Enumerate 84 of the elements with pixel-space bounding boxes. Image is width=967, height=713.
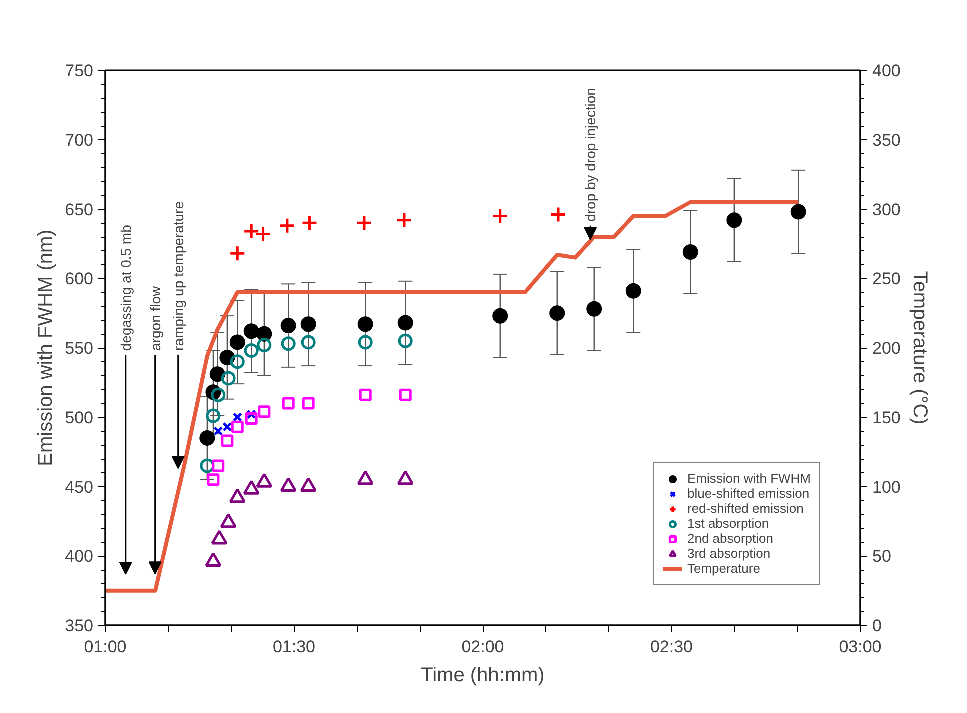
annotation: drop by drop injection: [582, 88, 599, 222]
legend-label: 3rd absorption: [687, 546, 771, 561]
point: [358, 316, 374, 332]
point: [221, 371, 236, 386]
point: [550, 306, 566, 322]
annotation: argon flow: [147, 285, 164, 351]
y-tick-label: 400: [65, 547, 94, 566]
point: [244, 324, 260, 340]
point: [231, 420, 244, 434]
y2-tick-label: 400: [872, 62, 901, 80]
point: [280, 318, 296, 334]
annotation: degassing at 0.5 mb: [118, 224, 134, 352]
y-tick-label: 700: [65, 130, 94, 150]
point: [211, 388, 226, 402]
y-tick-label: 600: [65, 270, 94, 289]
point: [229, 245, 246, 262]
y2-tick-label: 150: [872, 408, 901, 428]
point: [301, 214, 318, 232]
point: [230, 334, 246, 350]
point: [358, 335, 373, 350]
point: [790, 204, 806, 220]
x-tick-label: 03:00: [839, 638, 882, 656]
point: [255, 226, 272, 242]
point: [399, 388, 412, 402]
y-tick-label: 500: [65, 408, 94, 428]
legend-label: blue-shifted emission: [687, 486, 810, 501]
point: [207, 474, 220, 486]
point: [359, 388, 372, 402]
point: [300, 316, 316, 332]
y2-tick-label: 50: [872, 547, 892, 566]
y-tick-label: 550: [65, 339, 94, 358]
point: [282, 397, 295, 410]
y-tick-label: 650: [65, 200, 94, 220]
point: [206, 408, 221, 424]
point: [243, 223, 260, 240]
point: [232, 412, 242, 422]
point: [212, 460, 225, 472]
point: [257, 338, 272, 352]
point: [245, 412, 258, 426]
y2-tick-label: 300: [872, 200, 901, 220]
y-tick-label: 750: [65, 62, 94, 80]
point: [301, 335, 316, 350]
y-tick-label: 350: [65, 616, 94, 636]
point: [222, 422, 232, 432]
point: [200, 430, 216, 446]
point: [626, 283, 642, 299]
point: [302, 397, 315, 410]
point: [230, 354, 245, 370]
y2-tick-label: 200: [872, 339, 901, 358]
y-tick-label: 450: [65, 478, 94, 497]
y2-tick-label: 350: [872, 130, 901, 150]
point: [356, 214, 373, 232]
point: [396, 212, 413, 229]
annotation: ramping up temperature: [170, 201, 186, 351]
point: [221, 434, 234, 448]
legend-label: 2nd absorption: [687, 531, 774, 546]
y2-tick-label: 250: [872, 270, 901, 289]
legend-label: Emission with FWHM: [687, 471, 811, 486]
point: [492, 308, 508, 324]
point: [586, 301, 602, 317]
point: [492, 208, 509, 224]
x-axis-title: Time (hh:mm): [421, 664, 545, 686]
legend-label: 1st absorption: [687, 516, 770, 531]
point: [279, 218, 296, 234]
x-tick-label: 02:00: [462, 638, 504, 656]
point: [214, 426, 224, 436]
point: [244, 344, 259, 358]
point: [398, 334, 413, 348]
x-tick-label: 01:00: [84, 638, 127, 656]
legend-label: red-shifted emission: [687, 501, 804, 516]
point: [210, 366, 226, 382]
point: [258, 406, 271, 418]
point: [281, 336, 296, 352]
point: [682, 244, 698, 260]
y2-axis-title: Temperature (°C): [908, 271, 931, 425]
y2-tick-label: 100: [872, 478, 901, 497]
point: [550, 206, 567, 224]
y2-tick-label: 0: [872, 616, 882, 636]
point: [726, 212, 742, 228]
x-tick-label: 01:30: [272, 638, 316, 656]
y-axis-title: Emission with FWHM (nm): [35, 230, 58, 466]
legend-label: Temperature: [687, 561, 760, 576]
x-tick-label: 02:30: [650, 638, 694, 656]
point: [398, 315, 414, 331]
